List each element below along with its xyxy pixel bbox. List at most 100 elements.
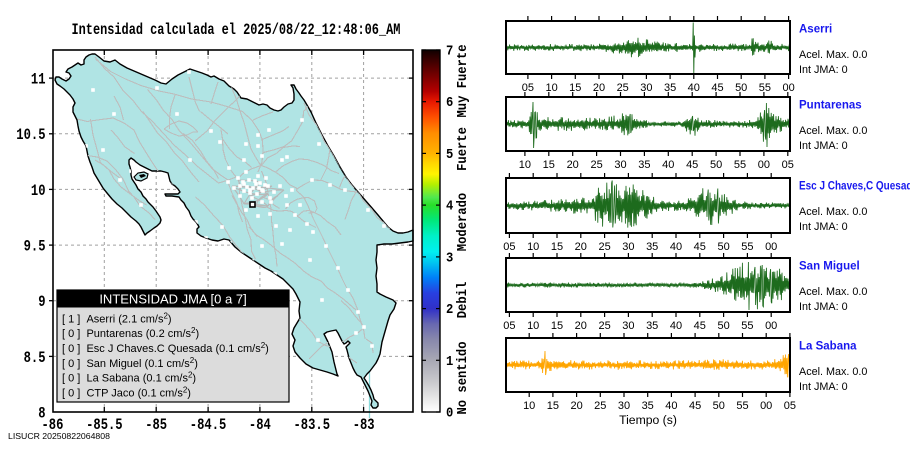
svg-text:20: 20	[567, 159, 579, 171]
svg-text:Int JMA: 0: Int JMA: 0	[799, 140, 848, 152]
svg-text:Fuerte: Fuerte	[455, 127, 471, 171]
svg-text:30: 30	[640, 82, 652, 94]
svg-text:20: 20	[575, 320, 587, 332]
svg-text:15: 15	[547, 400, 559, 412]
svg-text:Debil: Debil	[455, 282, 471, 319]
svg-text:Acel. Max. 0.0: Acel. Max. 0.0	[799, 286, 867, 298]
svg-text:6: 6	[446, 95, 453, 111]
svg-text:-86: -86	[42, 416, 64, 434]
svg-text:20: 20	[593, 82, 605, 94]
svg-text:INTENSIDAD JMA [0 a 7]: INTENSIDAD JMA [0 a 7]	[99, 292, 246, 307]
svg-text:Acel. Max. 0.0: Acel. Max. 0.0	[799, 366, 867, 378]
svg-text:[ 0 ] La Sabana (0.1 cm/s2): [ 0 ] La Sabana (0.1 cm/s2)	[62, 371, 196, 385]
svg-text:40: 40	[670, 320, 682, 332]
svg-text:9.5: 9.5	[24, 238, 46, 256]
svg-text:45: 45	[694, 320, 706, 332]
svg-text:35: 35	[638, 159, 650, 171]
svg-text:00: 00	[758, 159, 770, 171]
svg-text:No sentido: No sentido	[455, 342, 471, 415]
svg-text:05: 05	[784, 400, 796, 412]
svg-text:25: 25	[594, 400, 606, 412]
svg-text:45: 45	[711, 82, 723, 94]
svg-text:05: 05	[782, 159, 794, 171]
svg-text:40: 40	[665, 400, 677, 412]
svg-text:40: 40	[670, 241, 682, 253]
svg-text:4: 4	[446, 199, 453, 215]
svg-text:1: 1	[446, 354, 453, 370]
svg-text:Acel. Max. 0.0: Acel. Max. 0.0	[799, 125, 867, 137]
svg-text:20: 20	[575, 241, 587, 253]
svg-text:55: 55	[734, 159, 746, 171]
svg-text:Intensidad calculada el 2025/0: Intensidad calculada el 2025/08/22_12:48…	[72, 21, 401, 39]
svg-text:Int JMA: 0: Int JMA: 0	[799, 221, 848, 233]
svg-text:0: 0	[446, 406, 453, 422]
svg-text:25: 25	[617, 82, 629, 94]
svg-text:Muy Fuerte: Muy Fuerte	[455, 45, 471, 118]
svg-text:Int JMA: 0: Int JMA: 0	[799, 64, 848, 76]
svg-text:35: 35	[642, 400, 654, 412]
svg-text:05: 05	[503, 320, 515, 332]
svg-text:[ 1 ] Aserri (2.1 cm/s2): [ 1 ] Aserri (2.1 cm/s2)	[62, 311, 172, 325]
svg-text:5: 5	[446, 147, 453, 163]
svg-text:10: 10	[31, 182, 46, 200]
svg-text:50: 50	[717, 320, 729, 332]
svg-text:45: 45	[694, 241, 706, 253]
svg-text:15: 15	[551, 320, 563, 332]
svg-text:50: 50	[735, 82, 747, 94]
svg-text:00: 00	[765, 320, 777, 332]
svg-text:10: 10	[545, 82, 557, 94]
svg-text:15: 15	[551, 241, 563, 253]
svg-text:00: 00	[782, 82, 794, 94]
svg-text:55: 55	[741, 320, 753, 332]
svg-text:30: 30	[618, 400, 630, 412]
svg-text:-83.5: -83.5	[294, 416, 331, 434]
svg-text:50: 50	[713, 400, 725, 412]
svg-text:[ 0 ] Puntarenas (0.2 cm/s2): [ 0 ] Puntarenas (0.2 cm/s2)	[62, 326, 199, 340]
svg-text:Int JMA: 0: Int JMA: 0	[799, 301, 848, 313]
svg-text:Puntarenas: Puntarenas	[799, 100, 862, 112]
svg-text:35: 35	[664, 82, 676, 94]
svg-text:Int JMA: 0: Int JMA: 0	[799, 381, 848, 393]
svg-text:[ 0 ] San Miguel (0.1 cm/s2): [ 0 ] San Miguel (0.1 cm/s2)	[62, 356, 198, 370]
svg-text:10.5: 10.5	[16, 126, 45, 144]
svg-text:Acel. Max. 0.0: Acel. Max. 0.0	[799, 49, 867, 61]
svg-text:8.5: 8.5	[24, 349, 46, 367]
svg-text:35: 35	[646, 320, 658, 332]
svg-text:-85: -85	[145, 416, 167, 434]
svg-text:50: 50	[717, 241, 729, 253]
svg-text:Aserri: Aserri	[799, 24, 832, 36]
svg-text:00: 00	[765, 241, 777, 253]
svg-text:10: 10	[527, 241, 539, 253]
svg-text:-85.5: -85.5	[86, 416, 123, 434]
svg-text:10: 10	[519, 159, 531, 171]
svg-text:-84: -84	[249, 416, 271, 434]
svg-text:[ 0 ] CTP Jaco (0.1 cm/s2): [ 0 ] CTP Jaco (0.1 cm/s2)	[62, 386, 191, 400]
svg-text:45: 45	[689, 400, 701, 412]
svg-text:05: 05	[503, 241, 515, 253]
svg-text:2: 2	[446, 302, 453, 318]
svg-text:LISUCR 20250822064808: LISUCR 20250822064808	[8, 431, 110, 441]
svg-text:10: 10	[523, 400, 535, 412]
svg-text:05: 05	[522, 82, 534, 94]
svg-text:50: 50	[710, 159, 722, 171]
svg-text:25: 25	[598, 241, 610, 253]
svg-text:20: 20	[570, 400, 582, 412]
svg-text:30: 30	[622, 241, 634, 253]
svg-text:-84.5: -84.5	[190, 416, 227, 434]
svg-text:35: 35	[646, 241, 658, 253]
svg-text:40: 40	[688, 82, 700, 94]
svg-text:55: 55	[759, 82, 771, 94]
svg-text:15: 15	[569, 82, 581, 94]
svg-text:11: 11	[31, 71, 46, 89]
svg-text:8: 8	[38, 405, 45, 423]
svg-text:-83: -83	[353, 416, 375, 434]
svg-text:15: 15	[543, 159, 555, 171]
svg-text:00: 00	[760, 400, 772, 412]
svg-text:10: 10	[527, 320, 539, 332]
svg-text:[ 0 ] Esc J Chaves.C Quesada: [ 0 ] Esc J Chaves.C Quesada (0.1 cm/s2)	[62, 341, 269, 355]
svg-text:25: 25	[590, 159, 602, 171]
svg-text:Esc J Chaves,C Quesada: Esc J Chaves,C Quesada	[799, 181, 910, 193]
svg-text:25: 25	[598, 320, 610, 332]
svg-text:30: 30	[614, 159, 626, 171]
svg-text:55: 55	[736, 400, 748, 412]
